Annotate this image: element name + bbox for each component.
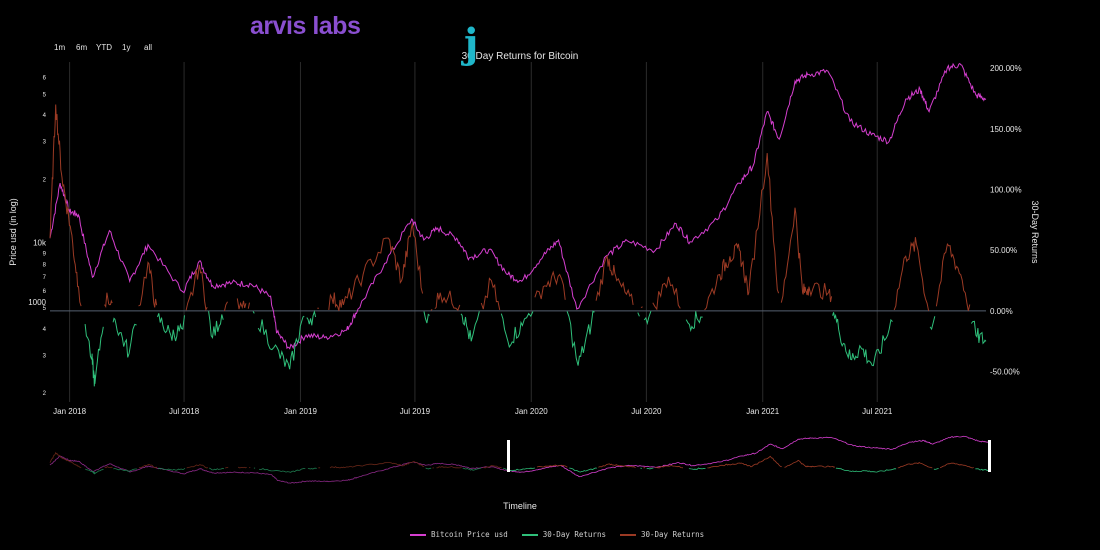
- x-tick-label: Jan 2020: [515, 407, 548, 416]
- legend-label-returns-positive: 30-Day Returns: [640, 530, 705, 539]
- series-line-price: [49, 62, 987, 350]
- y-left-tick-label: 6: [43, 289, 47, 295]
- slider-line-returns-negative: [85, 467, 991, 475]
- y-left-tick-label: 1000: [28, 298, 46, 307]
- x-tick-label: Jan 2018: [53, 407, 86, 416]
- logo-text: arvis labs: [250, 12, 361, 40]
- legend-item-price[interactable]: Bitcoin Price usd: [410, 530, 508, 539]
- logo-j: j: [464, 20, 479, 67]
- x-tick-label: Jul 2021: [862, 407, 893, 416]
- legend-swatch-price: [410, 533, 426, 536]
- x-axis-title: Timeline: [503, 501, 537, 511]
- y-right-axis-title: 30-Day Returns: [1030, 200, 1040, 264]
- y-left-tick-label: 6: [43, 75, 47, 81]
- y-left-tick-label: 4: [43, 113, 47, 119]
- slider-handle-left[interactable]: [507, 440, 510, 472]
- range-button-all[interactable]: all: [144, 43, 153, 52]
- y-left-tick-label: 4: [43, 327, 47, 333]
- chart-legend: Bitcoin Price usd 30-Day Returns 30-Day …: [410, 530, 704, 539]
- range-button-ytd[interactable]: YTD: [96, 43, 112, 52]
- slider-mask-left: [50, 428, 508, 490]
- y-right-tick-label: 100.00%: [990, 186, 1022, 195]
- y-left-tick-label: 7: [43, 275, 47, 281]
- legend-item-returns-positive[interactable]: 30-Day Returns: [619, 530, 705, 539]
- y-left-tick-label: 8: [43, 262, 47, 268]
- y-left-axis-title: Price usd (in log): [8, 198, 18, 266]
- series-line-returns-positive: [49, 104, 971, 312]
- legend-label-returns-negative: 30-Day Returns: [542, 530, 606, 539]
- y-left-tick-label: 9: [43, 252, 47, 258]
- x-tick-label: Jul 2018: [169, 407, 200, 416]
- x-tick-label: Jul 2020: [631, 407, 662, 416]
- legend-label-price: Bitcoin Price usd: [431, 530, 508, 539]
- y-right-tick-label: 150.00%: [990, 125, 1022, 134]
- y-right-tick-label: 50.00%: [990, 246, 1017, 255]
- y-left-tick-label: 10k: [33, 239, 47, 248]
- y-left-tick-label: 3: [43, 354, 47, 360]
- y-right-tick-label: 0.00%: [990, 307, 1013, 316]
- legend-item-returns-negative[interactable]: 30-Day Returns: [521, 530, 606, 539]
- chart-title: 30 Day Returns for Bitcoin: [462, 51, 579, 62]
- x-tick-label: Jan 2021: [746, 407, 779, 416]
- y-left-tick-label: 2: [43, 177, 47, 183]
- range-button-1m[interactable]: 1m: [54, 43, 66, 52]
- y-left-tick-label: 3: [43, 140, 47, 146]
- y-left-tick-label: 5: [43, 92, 47, 98]
- slider-handle-right[interactable]: [988, 440, 991, 472]
- y-left-tick-label: 5: [43, 306, 47, 312]
- legend-swatch-returns-positive: [619, 533, 636, 536]
- legend-swatch-returns-negative: [521, 533, 538, 536]
- x-tick-label: Jul 2019: [400, 407, 431, 416]
- range-button-1y[interactable]: 1y: [122, 43, 131, 52]
- brand-logo: j: [232, 10, 478, 67]
- series-line-returns-negative: [84, 309, 987, 387]
- slider-line-returns-positive: [49, 451, 974, 469]
- y-right-tick-label: -50.00%: [990, 368, 1020, 377]
- y-left-tick-label: 2: [43, 391, 47, 397]
- range-button-6m[interactable]: 6m: [76, 43, 88, 52]
- y-right-tick-label: 200.00%: [990, 64, 1022, 73]
- x-tick-label: Jan 2019: [284, 407, 317, 416]
